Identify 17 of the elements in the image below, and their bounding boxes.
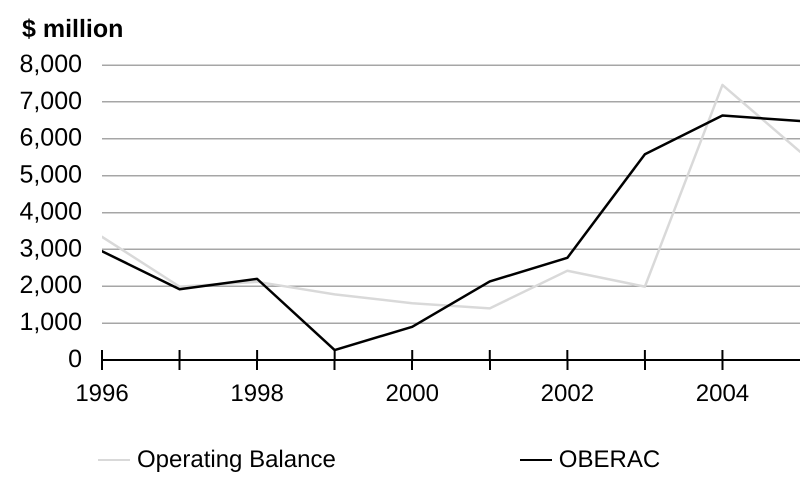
y-tick-label: 6,000 — [19, 124, 82, 152]
y-axis-title: $ million — [22, 15, 124, 44]
x-tick-label: 2002 — [540, 380, 594, 408]
y-tick-label: 7,000 — [19, 86, 82, 115]
y-tick-label: 8,000 — [19, 50, 82, 78]
legend-label: OBERAC — [558, 446, 660, 474]
y-tick-label: 1,000 — [19, 308, 82, 336]
y-tick-label: 5,000 — [19, 160, 82, 189]
x-tick-label: 2004 — [696, 380, 750, 408]
y-tick-label: 3,000 — [19, 234, 82, 262]
y-tick-label: 2,000 — [19, 271, 82, 300]
x-tick-label: 1998 — [230, 380, 284, 408]
x-tick-label: 2000 — [386, 380, 439, 408]
x-tick-label: 1996 — [75, 380, 129, 408]
legend-label: Operating Balance — [137, 446, 336, 474]
y-tick-label: 4,000 — [19, 197, 82, 226]
y-tick-label: 0 — [68, 344, 82, 373]
